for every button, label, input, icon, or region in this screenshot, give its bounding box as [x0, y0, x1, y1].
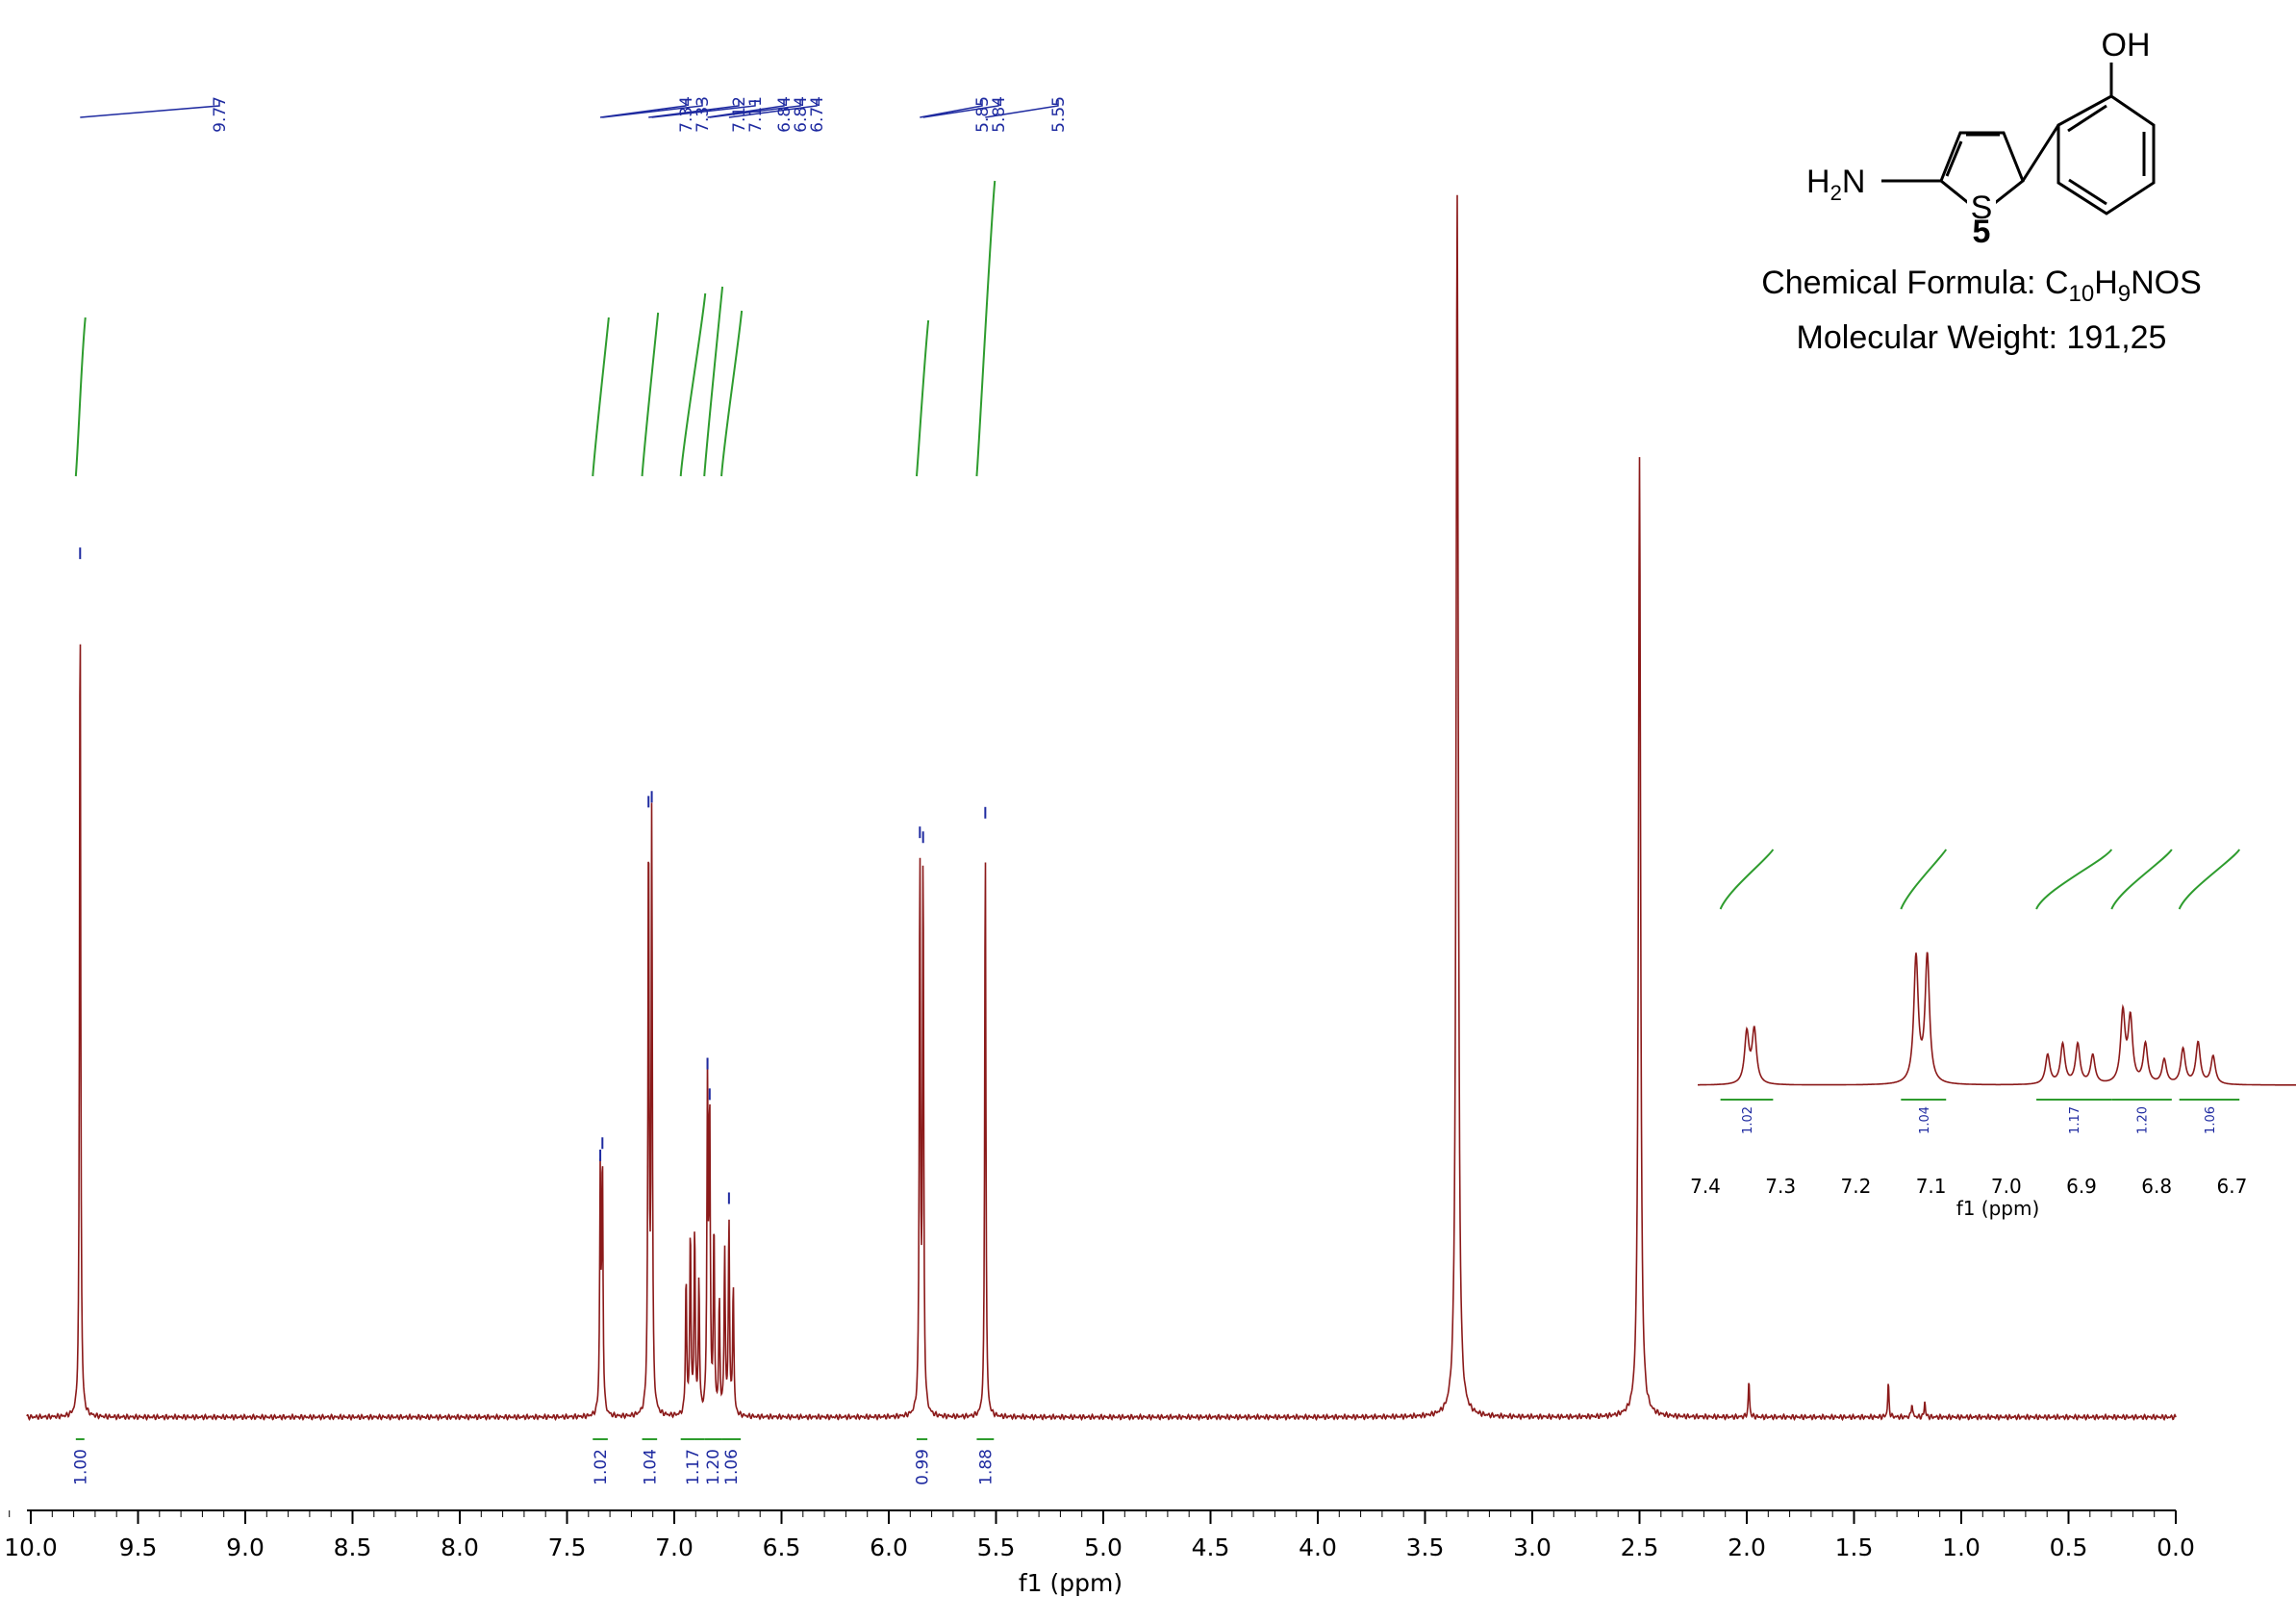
x-tick-label: 9.5 — [119, 1534, 158, 1561]
inset-zoom-plot: f1 (ppm) 7.4 7.3 7.2 7.1 7.0 6.9 6.8 6.7 1.02 1.0… — [1690, 849, 2296, 1220]
spectrum-line — [26, 194, 2177, 1422]
integral-value: 1.88 — [976, 1449, 996, 1485]
spectrum-trace — [26, 194, 2177, 1422]
integral-value: 0.99 — [914, 1449, 933, 1485]
peak-label-connector — [922, 100, 999, 118]
integral-curve — [915, 319, 930, 477]
x-tick-label: 2.5 — [1621, 1534, 1659, 1561]
peak-label: 6.74 — [808, 96, 827, 133]
x-tick-label: 7.0 — [655, 1534, 694, 1561]
x-tick-label: 2.0 — [1728, 1534, 1766, 1561]
inset-integral-value: 1.06 — [2204, 1106, 2218, 1134]
x-tick-label: 4.5 — [1192, 1534, 1230, 1561]
inset-x-tick-label: 6.8 — [2141, 1175, 2172, 1198]
x-tick-label: 1.5 — [1835, 1534, 1874, 1561]
integral-value: 1.02 — [592, 1449, 611, 1485]
integral-curve — [679, 292, 707, 477]
peak-label-connector — [985, 100, 1059, 118]
integral-curves — [74, 180, 997, 477]
inset-integral-value: 1.17 — [2068, 1106, 2082, 1134]
peak-label: 5.55 — [1049, 96, 1069, 133]
x-tick-label: 4.0 — [1299, 1534, 1337, 1561]
inset-x-tick-label: 6.7 — [2216, 1175, 2247, 1198]
peak-label-connector — [709, 100, 801, 118]
inset-x-tick-label: 6.9 — [2066, 1175, 2097, 1198]
integral-curve — [720, 310, 744, 477]
x-tick-label: 7.5 — [548, 1534, 587, 1561]
inset-integral-curve — [2178, 849, 2241, 910]
compound-number: 5 — [1973, 214, 1991, 250]
peak-label-connector — [80, 100, 220, 118]
x-tick-label: 8.5 — [334, 1534, 372, 1561]
x-tick-label: 3.5 — [1406, 1534, 1445, 1561]
integral-labels: 1.00 1.02 1.04 1.17 1.201.06 0.99 1.88 — [71, 1438, 996, 1485]
integral-value: 1.04 — [641, 1449, 660, 1485]
peak-labels: 9.77 7.347.33 7.127.11 6.846.846.74 5.855.84… — [79, 96, 1069, 1204]
integral-curve — [703, 286, 724, 477]
x-tick-label: 0.5 — [2050, 1534, 2088, 1561]
x-tick-label: 6.0 — [870, 1534, 908, 1561]
x-tick-label: 1.0 — [1942, 1534, 1981, 1561]
x-tick-label: 10.0 — [4, 1534, 58, 1561]
x-tick-label: 5.5 — [977, 1534, 1016, 1561]
chemical-formula: Chemical Formula: C10H9NOS — [1761, 265, 2202, 307]
peak-label: 9.77 — [211, 96, 230, 133]
amine-label: H2N — [1806, 164, 1865, 205]
inset-x-axis-label: f1 (ppm) — [1956, 1197, 2040, 1220]
hydroxyl-label: OH — [2102, 27, 2151, 63]
molecular-weight: Molecular Weight: 191,25 — [1796, 319, 2167, 356]
peak-label: 5.85 — [973, 96, 993, 133]
peak-label-connector — [728, 100, 818, 118]
integral-curve — [74, 317, 87, 477]
inset-x-tick-label: 7.3 — [1765, 1175, 1796, 1198]
peak-label-connector — [648, 100, 740, 118]
peak-label-connector — [599, 100, 687, 118]
x-tick-label: 0.0 — [2157, 1534, 2195, 1561]
peak-label-connector — [707, 100, 785, 118]
x-tick-label: 8.0 — [441, 1534, 479, 1561]
x-axis-label: f1 (ppm) — [1019, 1569, 1123, 1597]
inset-spectrum-line — [1698, 951, 2296, 1086]
s-atom-mask — [1967, 192, 1996, 221]
chemical-structure — [1881, 63, 2156, 215]
inset-integral-value: 1.02 — [1741, 1106, 1755, 1134]
integral-value: 1.20 — [704, 1449, 723, 1485]
inset-integral-curve — [1719, 849, 1775, 910]
inset-x-tick-label: 7.4 — [1690, 1175, 1721, 1198]
x-tick-label: 5.0 — [1084, 1534, 1123, 1561]
integral-value: 1.00 — [71, 1449, 90, 1485]
peak-label: 7.34 — [677, 96, 696, 133]
inset-x-tick-label: 7.1 — [1916, 1175, 1947, 1198]
inset-integral-value: 1.20 — [2136, 1106, 2151, 1134]
inset-integral-curve — [2110, 849, 2173, 910]
x-tick-label: 3.0 — [1513, 1534, 1552, 1561]
peak-label: 7.33 — [694, 96, 713, 133]
integral-value: 1.17 — [684, 1449, 703, 1485]
x-tick-label: 9.0 — [226, 1534, 265, 1561]
integral-curve — [641, 312, 660, 477]
inset-integral-curve — [2035, 849, 2113, 910]
peak-label-connector — [602, 100, 703, 118]
inset-integral-curve — [1900, 849, 1948, 910]
peak-label: 6.84 — [792, 96, 811, 133]
sulfur-label: S — [1971, 190, 1993, 226]
peak-label: 7.12 — [730, 96, 749, 133]
x-tick-label: 6.5 — [763, 1534, 801, 1561]
inset-x-tick-label: 7.0 — [1991, 1175, 2022, 1198]
peak-label-connector — [651, 100, 756, 118]
x-axis: f1 (ppm) 10.510.09.59.08.58.07.57.06.56.… — [4, 1509, 2195, 1597]
peak-label: 6.84 — [775, 96, 795, 133]
integral-value: 1.06 — [722, 1449, 742, 1485]
inset-integral-value: 1.04 — [1918, 1106, 1932, 1134]
inset-x-tick-label: 7.2 — [1840, 1175, 1871, 1198]
integral-curve — [975, 180, 997, 477]
integral-curve — [592, 317, 610, 477]
peak-label-connector — [920, 100, 983, 118]
